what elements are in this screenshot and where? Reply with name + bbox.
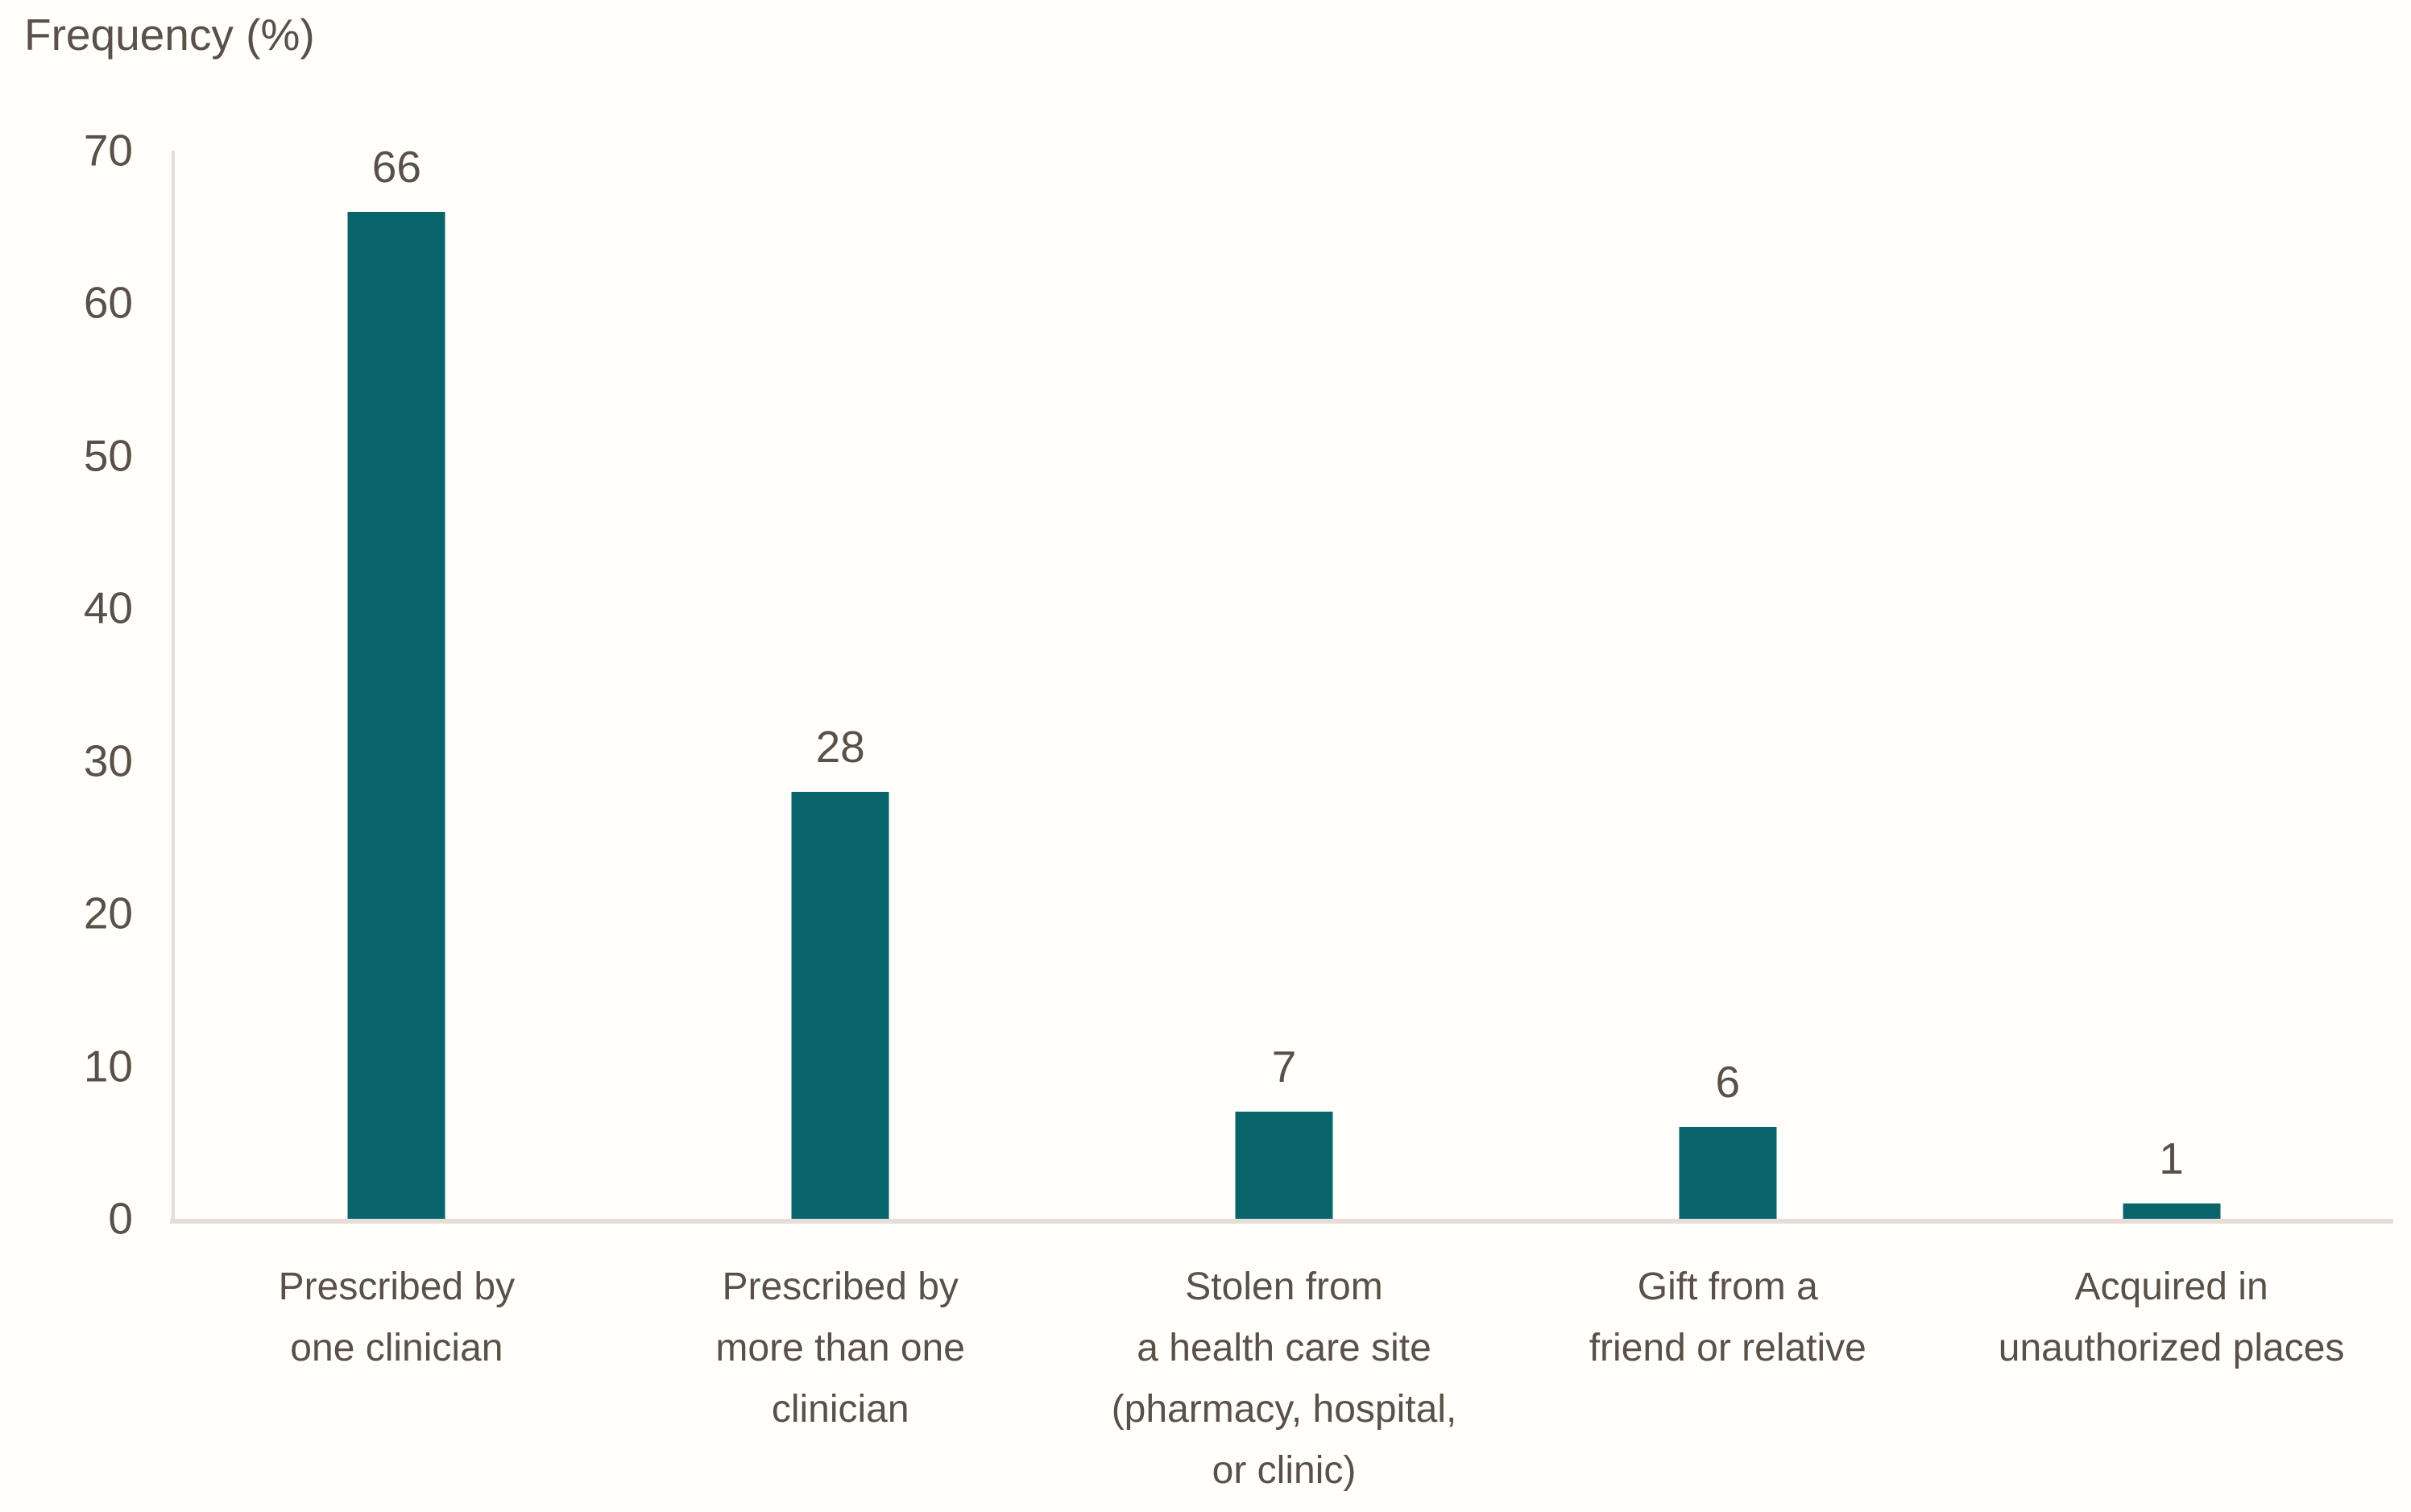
y-tick-label: 40	[83, 582, 133, 633]
bar-value-label: 7	[1271, 1042, 1297, 1092]
plot-area: 66 28 7 6 1	[170, 144, 2393, 1224]
y-tick-label: 50	[83, 430, 133, 481]
x-category-label-line: Prescribed by	[278, 1266, 516, 1308]
y-tick-label: 10	[83, 1041, 133, 1092]
x-category-label: Gift from a friend or relative	[1494, 1257, 1962, 1379]
bar	[1679, 1127, 1777, 1219]
y-tick-label: 60	[83, 277, 133, 328]
x-category-label: Prescribed by more than one clinician	[607, 1257, 1074, 1440]
bar-slot: 6	[1506, 151, 1949, 1219]
x-category-label-line: Stolen from	[1185, 1266, 1383, 1308]
bar	[1235, 1112, 1333, 1219]
y-tick-label: 70	[83, 125, 133, 176]
x-category-label-line: or clinic)	[1212, 1449, 1357, 1492]
x-category-label-line: friend or relative	[1589, 1327, 1866, 1369]
bar-value-label: 1	[2159, 1133, 2184, 1184]
bar	[791, 791, 889, 1219]
x-category-label-line: one clinician	[290, 1327, 503, 1369]
chart-title: Frequency (%)	[24, 10, 315, 60]
x-category-label-line: (pharmacy, hospital,	[1111, 1388, 1457, 1431]
x-category-label-line: a health care site	[1137, 1327, 1431, 1369]
bar-slot: 28	[619, 151, 1063, 1219]
y-axis: 0 10 20 30 40 50 60 70	[0, 128, 133, 1241]
y-tick-label: 20	[83, 888, 133, 938]
x-category-label: Prescribed by one clinician	[163, 1257, 630, 1379]
bar-value-label: 6	[1715, 1057, 1741, 1108]
bar-slot: 1	[1949, 151, 2393, 1219]
bar-value-label: 66	[371, 141, 421, 192]
x-category-label-line: more than one	[715, 1327, 965, 1369]
bar-slot: 7	[1063, 151, 1506, 1219]
x-category-label-line: Gift from a	[1637, 1266, 1818, 1308]
bar	[2123, 1203, 2221, 1219]
bars-group: 66 28 7 6 1	[175, 144, 2393, 1219]
x-category-label-line: unauthorized places	[1998, 1327, 2345, 1369]
y-tick-label: 30	[83, 735, 133, 786]
x-axis-line	[170, 1219, 2393, 1224]
x-category-label-line: Prescribed by	[722, 1266, 959, 1308]
y-axis-line	[172, 151, 175, 1221]
bar	[347, 211, 445, 1219]
x-category-label: Stolen from a health care site (pharmacy, …	[1050, 1257, 1518, 1502]
x-category-label-line: clinician	[771, 1388, 909, 1431]
x-category-label: Acquired in unauthorized places	[1938, 1257, 2405, 1379]
bar-value-label: 28	[815, 721, 865, 772]
x-category-label-line: Acquired in	[2074, 1266, 2268, 1308]
y-tick-label: 0	[108, 1193, 133, 1244]
bar-slot: 66	[175, 144, 619, 1219]
